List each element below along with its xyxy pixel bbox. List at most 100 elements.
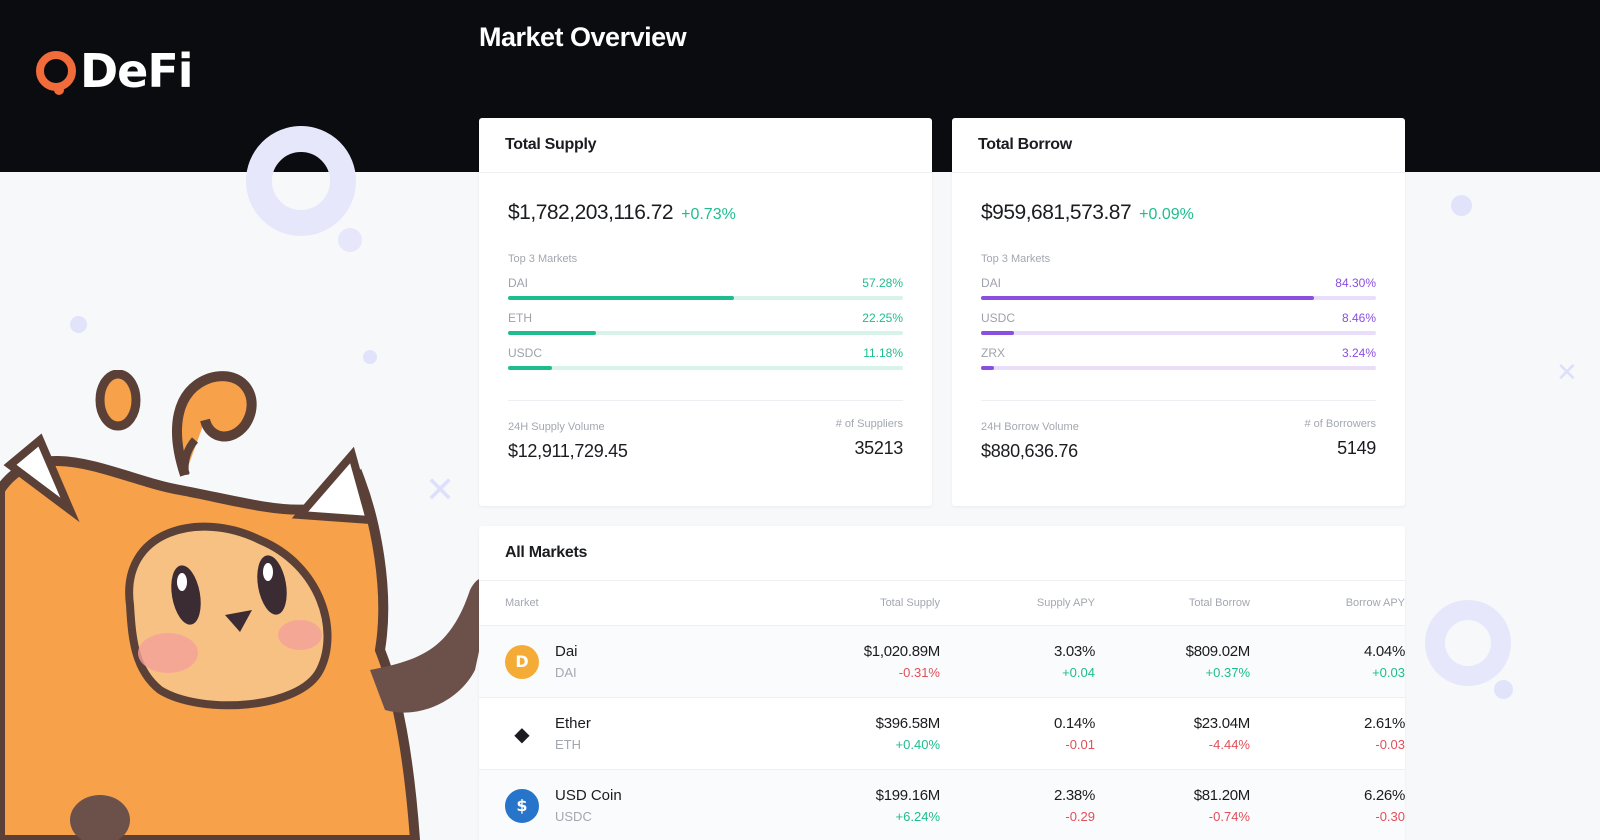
borrow-volume-value: $880,636.76 xyxy=(981,441,1078,461)
column-header[interactable]: Supply APY xyxy=(1036,597,1095,609)
market-name: USDC xyxy=(981,311,1016,325)
fox-mascot-illustration xyxy=(0,370,491,840)
top-market-item[interactable]: USDC 11.18% xyxy=(508,346,903,370)
total-borrow-change: +0.37% xyxy=(1205,665,1250,680)
total-borrow-change: -0.74% xyxy=(1208,809,1250,824)
supply-apy-change: -0.01 xyxy=(1065,737,1095,752)
market-share: 8.46% xyxy=(1341,311,1376,325)
top-market-item[interactable]: DAI 84.30% xyxy=(981,276,1376,300)
total-borrow-value: $959,681,573.87 xyxy=(981,201,1132,224)
card-title: Total Supply xyxy=(479,118,932,173)
column-header[interactable]: Total Borrow xyxy=(1188,597,1250,609)
total-supply-value: $199.16M xyxy=(875,787,941,804)
total-borrow-value: $23.04M xyxy=(1193,715,1251,732)
asset-symbol: USDC xyxy=(555,809,592,824)
card-title: Total Borrow xyxy=(952,118,1405,173)
usdc-icon: $ xyxy=(505,788,539,823)
table-header: Market Total Supply Supply APY Total Bor… xyxy=(479,581,1405,626)
supply-apy-change: -0.29 xyxy=(1065,809,1095,824)
market-share-bar xyxy=(508,331,903,335)
volume-label: 24H Supply Volume xyxy=(508,421,605,433)
market-share-bar xyxy=(981,296,1376,300)
top-market-item[interactable]: ZRX 3.24% xyxy=(981,346,1376,370)
table-row[interactable]: ◆ Ether ETH $396.58M +0.40% 0.14% -0.01 … xyxy=(479,698,1405,770)
total-supply-value: $1,782,203,116.72 xyxy=(508,201,674,224)
market-share-fill xyxy=(508,331,596,335)
total-supply-value: $396.58M xyxy=(875,715,941,732)
market-name: USDC xyxy=(508,346,543,360)
column-header[interactable]: Borrow APY xyxy=(1345,597,1405,609)
market-share: 3.24% xyxy=(1341,346,1376,360)
market-share-fill xyxy=(981,296,1314,300)
top-market-item[interactable]: DAI 57.28% xyxy=(508,276,903,300)
top-market-item[interactable]: USDC 8.46% xyxy=(981,311,1376,335)
total-supply-change: +0.40% xyxy=(895,737,940,752)
market-share: 22.25% xyxy=(862,311,903,325)
supply-apy-value: 0.14% xyxy=(1053,715,1095,732)
market-share-fill xyxy=(981,331,1015,335)
decor-dot xyxy=(1494,680,1513,699)
borrowers-label: # of Borrowers xyxy=(1304,418,1376,430)
decor-cross-icon: ✕ xyxy=(1556,358,1578,388)
divider xyxy=(508,400,903,401)
borrow-apy-value: 2.61% xyxy=(1363,715,1405,732)
borrow-apy-value: 4.04% xyxy=(1363,643,1405,660)
all-markets-card: All Markets Market Total Supply Supply A… xyxy=(479,526,1405,840)
total-borrow-card: Total Borrow $959,681,573.87 +0.09% Top … xyxy=(952,118,1405,506)
market-share: 57.28% xyxy=(862,276,903,290)
market-share-bar xyxy=(508,366,903,370)
total-supply-card: Total Supply $1,782,203,116.72 +0.73% To… xyxy=(479,118,932,506)
market-name: DAI xyxy=(981,276,1002,290)
total-borrow-change: -4.44% xyxy=(1208,737,1250,752)
borrow-apy-change: +0.03 xyxy=(1372,665,1405,680)
column-header[interactable]: Total Supply xyxy=(880,597,940,609)
market-share-fill xyxy=(981,366,994,370)
column-header[interactable]: Market xyxy=(505,597,539,609)
decor-cross-icon: ✕ xyxy=(425,470,456,511)
table-row[interactable]: $ USD Coin USDC $199.16M +6.24% 2.38% -0… xyxy=(479,770,1405,840)
decor-dot xyxy=(70,316,87,333)
market-share: 11.18% xyxy=(863,346,903,360)
total-supply-change: -0.31% xyxy=(898,665,940,680)
market-share-bar xyxy=(981,366,1376,370)
market-share-fill xyxy=(508,296,735,300)
market-share-bar xyxy=(981,331,1376,335)
market-name: ETH xyxy=(508,311,532,325)
supply-volume-value: $12,911,729.45 xyxy=(508,441,628,461)
top-markets-label: Top 3 Markets xyxy=(981,253,1051,265)
decor-dot xyxy=(1451,195,1472,216)
asset-symbol: DAI xyxy=(555,665,577,680)
divider xyxy=(981,400,1376,401)
borrow-apy-change: -0.30 xyxy=(1375,809,1405,824)
market-share-bar xyxy=(508,296,903,300)
table-row[interactable]: D Dai DAI $1,020.89M -0.31% 3.03% +0.04 … xyxy=(479,626,1405,698)
borrow-apy-value: 6.26% xyxy=(1363,787,1405,804)
ether-icon: ◆ xyxy=(505,716,539,751)
dai-icon: D xyxy=(505,644,539,679)
logo-ring-icon xyxy=(36,51,76,95)
total-supply-change: +6.24% xyxy=(895,809,940,824)
logo-text: DeFi xyxy=(80,44,194,98)
total-supply-change: +0.73% xyxy=(681,206,736,223)
borrow-apy-change: -0.03 xyxy=(1375,737,1405,752)
top-market-item[interactable]: ETH 22.25% xyxy=(508,311,903,335)
asset-name: USD Coin xyxy=(555,787,622,804)
table-body: D Dai DAI $1,020.89M -0.31% 3.03% +0.04 … xyxy=(479,626,1405,840)
decor-ring xyxy=(246,126,356,236)
suppliers-count: 35213 xyxy=(854,438,903,458)
market-name: DAI xyxy=(508,276,529,290)
page-title: Market Overview xyxy=(479,22,687,52)
borrowers-count: 5149 xyxy=(1337,438,1376,458)
supply-apy-change: +0.04 xyxy=(1062,665,1095,680)
suppliers-label: # of Suppliers xyxy=(835,418,903,430)
total-supply-value: $1,020.89M xyxy=(863,643,941,660)
supply-apy-value: 2.38% xyxy=(1053,787,1095,804)
market-share-fill xyxy=(508,366,553,370)
decor-dot xyxy=(363,350,377,364)
asset-name: Dai xyxy=(555,643,578,660)
market-share: 84.30% xyxy=(1335,276,1376,290)
asset-symbol: ETH xyxy=(555,737,581,752)
decor-ring xyxy=(1425,600,1511,686)
total-borrow-value: $81.20M xyxy=(1193,787,1251,804)
brand-logo[interactable]: DeFi xyxy=(36,44,194,98)
